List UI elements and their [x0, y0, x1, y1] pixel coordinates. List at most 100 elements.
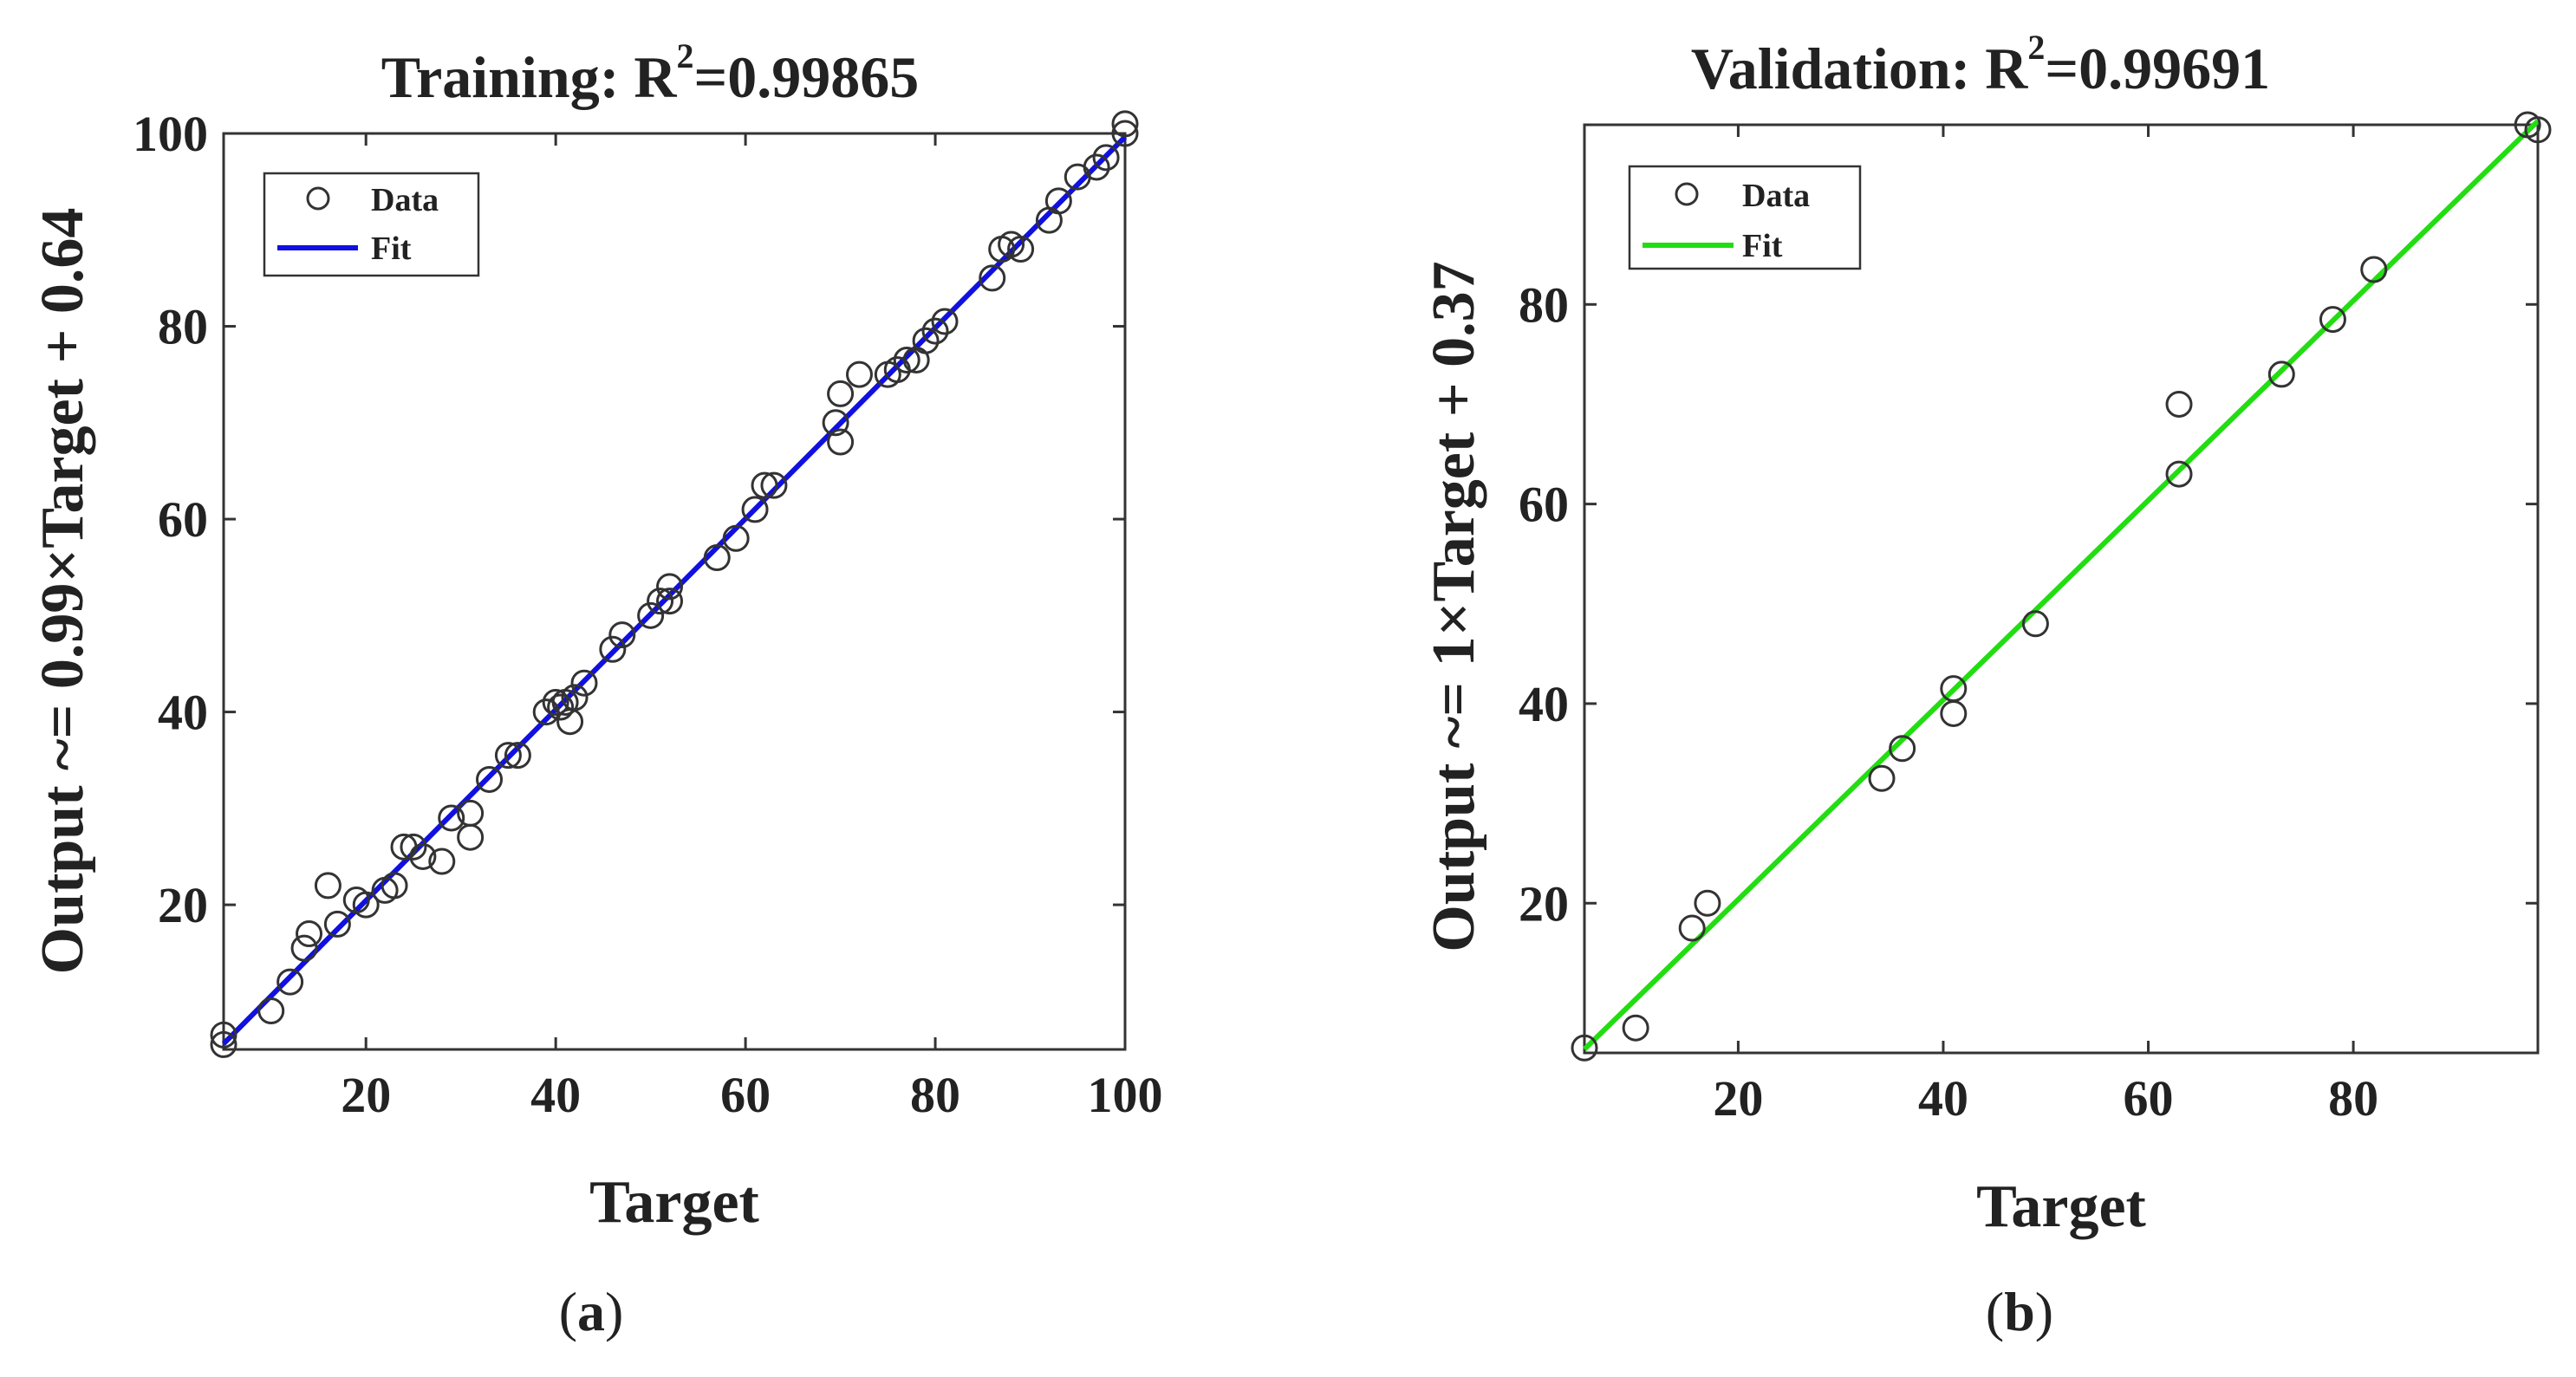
data-point	[599, 635, 627, 663]
x-tick-label: 20	[1713, 1070, 1763, 1127]
data-point	[893, 346, 920, 373]
x-tick-label: 80	[910, 1067, 960, 1123]
y-tick-label: 60	[1519, 477, 1569, 533]
data-point	[400, 833, 427, 861]
x-tick-label: 80	[2328, 1070, 2378, 1127]
legend-box-validation	[1628, 165, 1862, 270]
data-point	[352, 891, 380, 919]
y-tick-label: 20	[158, 877, 208, 933]
caption-a: (a)	[559, 1281, 624, 1342]
x-axis-label-training: Target	[589, 1169, 759, 1236]
data-point	[210, 1021, 237, 1049]
data-point	[703, 544, 731, 572]
data-point	[314, 872, 342, 900]
data-point	[2165, 390, 2193, 418]
legend-data-label-training: Data	[371, 182, 439, 218]
chart-validation: Validation: R2=0.99691 20 40 60 80 20 40 60 80…	[1421, 28, 2552, 1342]
data-point	[656, 573, 684, 601]
data-point	[494, 742, 522, 770]
y-ticks-training: 20 40 60 80 100	[133, 106, 1125, 933]
data-point	[428, 848, 456, 875]
data-point	[1868, 764, 1896, 792]
y-ticks-validation: 20 40 60 80	[1519, 276, 2538, 932]
data-point	[921, 317, 949, 345]
data-point	[1571, 1034, 1598, 1062]
y-tick-label: 60	[158, 491, 208, 548]
chart-title-validation: Validation: R2=0.99691	[1691, 28, 2270, 101]
data-point	[1889, 735, 1916, 763]
data-point	[1083, 153, 1110, 181]
data-point	[1044, 187, 1072, 215]
data-point	[290, 934, 318, 962]
data-point	[647, 588, 674, 615]
y-axis-label-validation: Output ~= 1×Target + 0.37	[1421, 261, 1487, 952]
y-tick-label: 80	[1519, 276, 1569, 333]
x-ticks-validation: 20 40 60 80	[1713, 125, 2378, 1127]
y-axis-label-training: Output ~= 0.99×Target + 0.64	[29, 208, 96, 975]
data-point	[542, 688, 569, 716]
chart-title-training: Training: R2=0.99865	[381, 36, 919, 110]
data-point	[1694, 889, 1721, 917]
y-tick-label: 100	[133, 106, 208, 162]
data-point	[931, 308, 959, 335]
chart-training: Training: R2=0.99865 20 40 60 80 100 20 40 60 8…	[29, 36, 1163, 1342]
data-point	[722, 524, 750, 552]
data-point	[608, 621, 636, 649]
x-ticks-training: 20 40 60 80 100	[341, 133, 1163, 1123]
data-point	[827, 428, 855, 456]
y-tick-label: 80	[158, 299, 208, 355]
data-point	[476, 765, 504, 793]
data-point	[845, 360, 873, 388]
x-tick-label: 60	[720, 1067, 771, 1123]
legend-box-training	[263, 172, 480, 277]
data-point	[637, 601, 665, 629]
data-point	[323, 910, 351, 938]
fit-line-validation	[1582, 119, 2540, 1051]
data-point	[822, 409, 849, 437]
data-point	[504, 742, 531, 770]
data-point	[381, 872, 408, 900]
x-tick-label: 60	[2124, 1070, 2174, 1127]
data-point	[1622, 1014, 1649, 1042]
data-point	[561, 684, 589, 711]
x-tick-label: 100	[1088, 1067, 1163, 1123]
data-point	[409, 842, 437, 870]
legend-data-marker-training	[306, 186, 330, 211]
data-point	[1678, 914, 1706, 942]
data-point	[2524, 116, 2552, 144]
data-point	[438, 804, 465, 832]
data-point	[912, 327, 940, 354]
data-point	[1092, 144, 1120, 172]
data-point	[760, 471, 788, 499]
y-tick-label: 20	[1519, 875, 1569, 932]
data-point	[257, 997, 285, 1024]
data-point	[2267, 360, 2295, 388]
legend-fit-label-training: Fit	[371, 231, 412, 267]
data-points-validation	[1571, 111, 2552, 1062]
x-tick-label: 40	[1918, 1070, 1968, 1127]
data-point	[656, 588, 684, 615]
x-axis-label-validation: Target	[1976, 1173, 2146, 1240]
x-tick-label: 40	[530, 1067, 581, 1123]
caption-b: (b)	[1986, 1281, 2053, 1342]
legend-data-label-validation: Data	[1742, 178, 1810, 214]
data-point	[1111, 110, 1139, 138]
data-point	[2021, 610, 2049, 638]
data-point	[547, 693, 575, 721]
data-point	[570, 669, 598, 697]
x-tick-label: 20	[341, 1067, 391, 1123]
legend-data-marker-validation	[1675, 182, 1699, 206]
data-point	[2165, 460, 2193, 488]
data-point	[457, 799, 485, 827]
data-point	[210, 1030, 237, 1058]
data-point	[827, 380, 855, 407]
data-point	[296, 919, 323, 947]
data-point	[276, 968, 304, 996]
legend-validation: Data Fit	[1628, 165, 1862, 270]
data-point	[1007, 236, 1035, 263]
data-points-training	[210, 110, 1139, 1058]
data-point	[2319, 306, 2346, 334]
data-point	[2360, 256, 2388, 283]
data-point	[1940, 675, 1968, 703]
data-point	[1111, 120, 1139, 147]
